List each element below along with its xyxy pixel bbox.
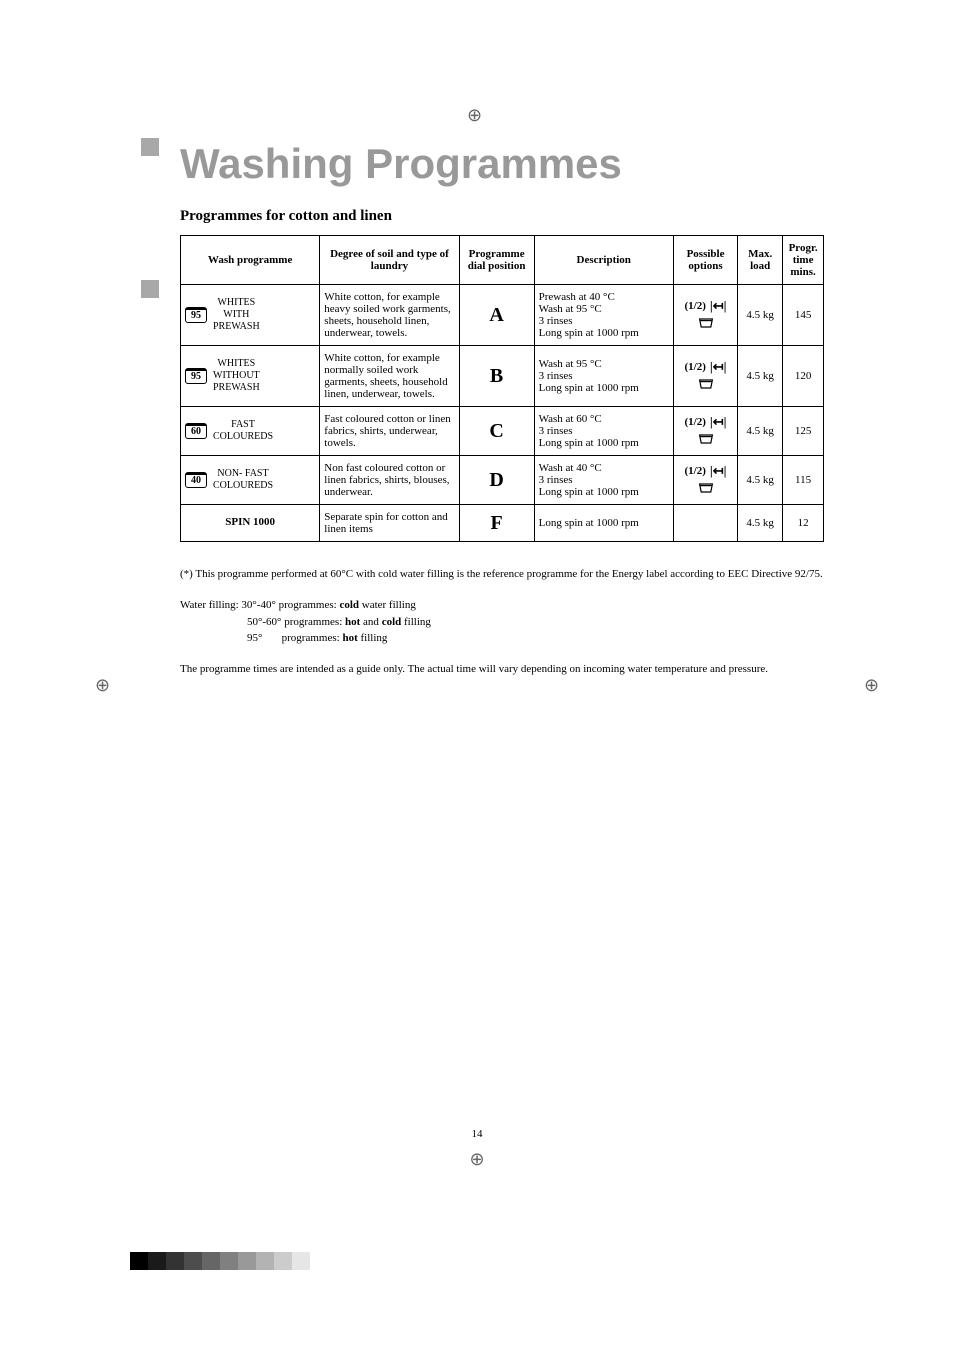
cell-load: 4.5 kg: [738, 285, 783, 346]
cell-programme: 95WHITESWITHOUTPREWASH: [181, 346, 320, 407]
color-calibration-strip: [130, 1252, 310, 1270]
color-swatch: [220, 1252, 238, 1270]
color-swatch: [292, 1252, 310, 1270]
color-swatch: [166, 1252, 184, 1270]
cell-programme: 95WHITESWITHPREWASH: [181, 285, 320, 346]
cell-programme: SPIN 1000: [181, 505, 320, 542]
cell-time: 115: [783, 456, 824, 505]
cell-options: [673, 505, 737, 542]
page-title: Washing Programmes: [180, 140, 824, 188]
cell-options: (1/2) |↤|: [673, 346, 737, 407]
color-swatch: [130, 1252, 148, 1270]
cell-dial: F: [459, 505, 534, 542]
registration-mark: [469, 1149, 484, 1170]
registration-mark: [864, 675, 884, 695]
cell-load: 4.5 kg: [738, 346, 783, 407]
color-swatch: [274, 1252, 292, 1270]
cell-time: 120: [783, 346, 824, 407]
gray-marker: [141, 280, 159, 298]
cell-time: 125: [783, 407, 824, 456]
cell-soil: Non fast coloured cotton or linen fabric…: [320, 456, 459, 505]
table-row: SPIN 1000 Separate spin for cotton and l…: [181, 505, 824, 542]
cell-time: 12: [783, 505, 824, 542]
color-swatch: [148, 1252, 166, 1270]
table-row: 95WHITESWITHPREWASH White cotton, for ex…: [181, 285, 824, 346]
color-swatch: [238, 1252, 256, 1270]
color-swatch: [256, 1252, 274, 1270]
cell-load: 4.5 kg: [738, 456, 783, 505]
registration-mark: [95, 675, 115, 695]
table-row: 60FASTCOLOUREDS Fast coloured cotton or …: [181, 407, 824, 456]
table-row: 95WHITESWITHOUTPREWASH White cotton, for…: [181, 346, 824, 407]
header-description: Description: [534, 236, 673, 285]
cell-description: Long spin at 1000 rpm: [534, 505, 673, 542]
color-swatch: [202, 1252, 220, 1270]
cell-description: Wash at 40 °C3 rinsesLong spin at 1000 r…: [534, 456, 673, 505]
cell-soil: White cotton, for example normally soile…: [320, 346, 459, 407]
cell-dial: A: [459, 285, 534, 346]
cell-soil: Separate spin for cotton and linen items: [320, 505, 459, 542]
table-row: 40NON- FASTCOLOUREDS Non fast coloured c…: [181, 456, 824, 505]
cell-dial: B: [459, 346, 534, 407]
cell-description: Prewash at 40 °CWash at 95 °C3 rinsesLon…: [534, 285, 673, 346]
cell-options: (1/2) |↤|: [673, 285, 737, 346]
cell-load: 4.5 kg: [738, 505, 783, 542]
cell-soil: Fast coloured cotton or linen fabrics, s…: [320, 407, 459, 456]
note-text: The programme times are intended as a gu…: [180, 662, 824, 677]
cell-programme: 60FASTCOLOUREDS: [181, 407, 320, 456]
cell-options: (1/2) |↤|: [673, 456, 737, 505]
water-filling-info: Water filling: 30°-40° programmes: cold …: [180, 597, 824, 647]
cell-dial: D: [459, 456, 534, 505]
cell-dial: C: [459, 407, 534, 456]
programmes-table: Wash programme Degree of soil and type o…: [180, 235, 824, 542]
gray-marker: [141, 138, 159, 156]
header-possible-options: Possible options: [673, 236, 737, 285]
header-progr-time: Progr. time mins.: [783, 236, 824, 285]
page-number: 14: [472, 1128, 483, 1140]
header-dial-position: Programme dial position: [459, 236, 534, 285]
cell-programme: 40NON- FASTCOLOUREDS: [181, 456, 320, 505]
header-wash-programme: Wash programme: [181, 236, 320, 285]
color-swatch: [184, 1252, 202, 1270]
header-degree-soil: Degree of soil and type of laundry: [320, 236, 459, 285]
header-max-load: Max. load: [738, 236, 783, 285]
cell-description: Wash at 95 °C3 rinsesLong spin at 1000 r…: [534, 346, 673, 407]
cell-options: (1/2) |↤|: [673, 407, 737, 456]
cell-time: 145: [783, 285, 824, 346]
cell-description: Wash at 60 °C3 rinsesLong spin at 1000 r…: [534, 407, 673, 456]
cell-load: 4.5 kg: [738, 407, 783, 456]
footnote: (*) This programme performed at 60°C wit…: [180, 567, 824, 582]
section-subtitle: Programmes for cotton and linen: [180, 208, 824, 225]
cell-soil: White cotton, for example heavy soiled w…: [320, 285, 459, 346]
registration-mark: [467, 105, 487, 125]
